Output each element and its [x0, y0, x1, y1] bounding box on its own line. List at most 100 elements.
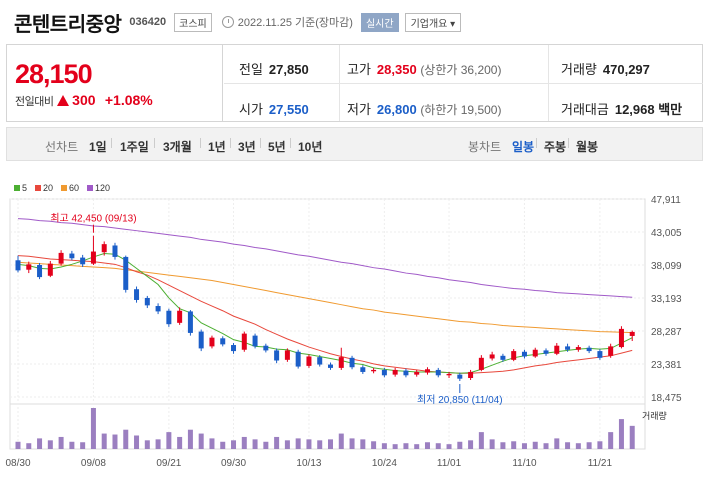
candle-body — [144, 297, 150, 306]
candle-body — [241, 333, 247, 350]
prev-close: 전일 27,850 — [239, 62, 309, 77]
volume-bar — [424, 442, 430, 449]
volume-bar — [26, 443, 32, 449]
volume-bar — [414, 444, 420, 449]
chart-frame — [9, 198, 646, 450]
volume-bar — [15, 441, 21, 449]
candle-body — [328, 364, 333, 368]
tab-10y[interactable]: 10년 — [298, 140, 323, 154]
candle-body — [575, 347, 581, 350]
x-tick-label: 09/08 — [81, 458, 106, 469]
volume: 거래량 470,297 — [561, 62, 650, 77]
volume-bar — [435, 443, 441, 449]
x-tick-label: 11/21 — [588, 458, 613, 469]
candle-body — [446, 373, 452, 376]
volume-bar — [187, 429, 193, 449]
volume-bar — [349, 438, 355, 449]
volume-bar — [231, 440, 237, 449]
volume-bar — [586, 442, 592, 449]
volume-bar — [328, 439, 333, 449]
tab-5y[interactable]: 5년 — [268, 140, 286, 154]
company-overview-dropdown[interactable]: 기업개요 ▾ — [404, 12, 462, 32]
volume-bar — [618, 419, 624, 449]
candle-body — [586, 347, 592, 352]
tab-monthly[interactable]: 월봉 — [576, 140, 599, 154]
volume-bar — [101, 433, 107, 449]
tab-weekly[interactable]: 주봉 — [544, 140, 567, 154]
volume-bar — [446, 444, 452, 449]
up-triangle-icon — [56, 95, 69, 106]
volume-bar — [543, 443, 549, 449]
y-tick-label: 28,287 — [651, 327, 682, 338]
candle-body — [424, 369, 430, 373]
trade-amount: 거래대금 12,968 백만 — [561, 102, 683, 117]
volume-bar — [80, 442, 86, 449]
x-tick-label: 11/10 — [512, 458, 537, 469]
quote-panel: 28,150 전일대비 300 +1.08% 전일 27,850 고가 28,350… — [6, 44, 703, 122]
tab-3y[interactable]: 3년 — [238, 140, 256, 154]
candle-body — [371, 369, 377, 372]
stock-header: 콘텐트리중앙 036420 코스피 2022.11.25 기준(장마감) 실시간… — [0, 0, 709, 44]
tab-1w[interactable]: 1주일 — [120, 140, 149, 154]
candle-body — [608, 346, 614, 356]
candle-chart-label: 봉차트 — [468, 140, 502, 154]
candle-body — [597, 351, 603, 358]
volume-bar — [457, 441, 463, 449]
candle-body — [500, 355, 506, 360]
legend-ma20: 20 — [35, 183, 53, 193]
y-tick-label: 43,005 — [651, 228, 682, 239]
high-price: 고가 28,350 (상한가 36,200) — [347, 62, 502, 77]
candle-body — [263, 345, 269, 351]
volume-bar — [274, 436, 280, 449]
volume-bar — [263, 441, 269, 449]
chart-period-tabs: 선차트 1일 1주일 3개월 1년 3년 5년 10년 봉차트 일봉 주봉 월봉 — [6, 127, 703, 161]
volume-bar — [47, 440, 53, 449]
stock-name: 콘텐트리중앙 — [14, 13, 122, 36]
candle-body — [457, 374, 463, 379]
tab-3m[interactable]: 3개월 — [163, 140, 192, 154]
volume-bar — [608, 432, 614, 449]
tab-1y[interactable]: 1년 — [208, 140, 226, 154]
candle-body — [284, 350, 290, 360]
volume-bar — [284, 440, 290, 449]
realtime-button[interactable]: 실시간 — [360, 12, 399, 32]
volume-bar — [392, 444, 398, 449]
candle-body — [489, 354, 495, 359]
candle-body — [317, 357, 323, 365]
candle-body — [69, 253, 75, 259]
ma120-line — [17, 218, 633, 298]
volume-bar — [155, 439, 161, 449]
tab-daily[interactable]: 일봉 — [512, 140, 535, 154]
candle-body — [554, 345, 560, 354]
candle-body — [381, 369, 387, 376]
candle-body — [177, 310, 183, 323]
x-tick-label: 10/24 — [372, 458, 397, 469]
tab-1d[interactable]: 1일 — [89, 140, 107, 154]
x-tick-label: 11/01 — [437, 458, 462, 469]
y-tick-label: 23,381 — [651, 360, 682, 371]
price-block: 28,150 전일대비 300 +1.08% — [7, 45, 223, 121]
min-annotation: 최저 20,850 (11/04) — [417, 394, 503, 406]
volume-bar — [198, 433, 204, 449]
volume-bar — [597, 441, 603, 449]
candle-body — [511, 351, 517, 360]
volume-bar — [112, 434, 118, 449]
ma-legend: 5 20 60 120 — [14, 183, 110, 193]
volume-bar — [166, 432, 172, 449]
candle-body — [123, 256, 129, 290]
volume-bar — [554, 438, 560, 449]
volume-bar — [241, 436, 247, 449]
candle-body — [252, 335, 258, 347]
line-chart-label: 선차트 — [45, 140, 79, 154]
y-tick-label: 47,911 — [651, 195, 681, 206]
volume-bar — [478, 432, 484, 449]
volume-bar — [565, 442, 571, 449]
legend-ma60: 60 — [61, 183, 79, 193]
volume-bar — [468, 440, 474, 449]
ma5-line — [17, 253, 633, 374]
price-change: 전일대비 300 +1.08% — [15, 92, 222, 109]
y-tick-label: 38,099 — [651, 261, 682, 272]
ma20-line — [17, 255, 633, 374]
candle-body — [360, 367, 366, 372]
volume-bar — [371, 441, 377, 449]
